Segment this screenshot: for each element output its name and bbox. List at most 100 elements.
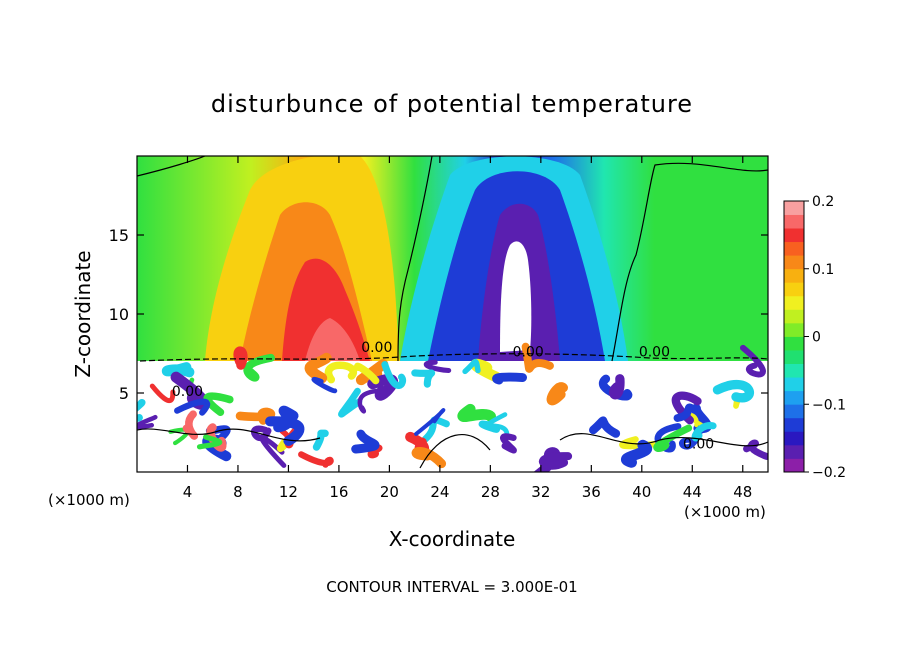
eddy <box>324 361 358 384</box>
y-axis: 5 10 15 <box>109 226 768 403</box>
colorbar-swatch <box>784 444 804 459</box>
y-tick-label: 15 <box>109 226 129 245</box>
eddy <box>196 434 223 450</box>
eddy <box>381 361 406 389</box>
x-tick-label: 32 <box>531 483 550 501</box>
colorbar-swatch <box>784 255 804 270</box>
eddy <box>673 403 699 422</box>
eddy <box>203 392 234 417</box>
zero-contour-right <box>611 162 768 362</box>
cold-plume-minimum <box>500 241 532 352</box>
x-tick-label: 40 <box>632 483 651 501</box>
eddy <box>367 444 383 459</box>
eddy <box>367 374 399 401</box>
eddy <box>411 447 447 469</box>
eddy <box>486 412 510 437</box>
colorbar-tick-label: −0.2 <box>812 465 846 481</box>
chart-title: disturbunce of potential temperature <box>211 90 693 118</box>
eddy <box>304 352 332 384</box>
x-tick-label: 48 <box>733 483 752 501</box>
eddy <box>298 451 334 468</box>
eddy <box>312 429 329 451</box>
contour-label: 0.00 <box>513 345 544 361</box>
eddy <box>492 372 527 385</box>
x-tick-label: 8 <box>233 483 243 501</box>
eddy <box>588 416 621 438</box>
eddy <box>653 424 693 452</box>
x-tick-label: 44 <box>683 483 702 501</box>
x-tick-label: 28 <box>481 483 500 501</box>
eddy <box>161 362 195 378</box>
eddy <box>687 412 704 428</box>
eddy <box>500 433 517 454</box>
zero-contour-left <box>137 156 206 177</box>
colorbar-swatch <box>784 390 804 405</box>
eddy <box>137 414 158 430</box>
zero-contour-interface <box>139 353 768 362</box>
contour-interval-label: CONTOUR INTERVAL = 3.000E-01 <box>326 578 577 596</box>
colorbar-swatch <box>784 363 804 378</box>
eddy <box>423 359 452 373</box>
eddy <box>411 369 436 388</box>
colorbar-swatch <box>784 309 804 324</box>
colorbar-swatch <box>784 336 804 351</box>
contour-label: 0.00 <box>683 436 714 452</box>
eddy <box>691 422 717 442</box>
eddy <box>351 429 380 454</box>
eddy <box>609 374 625 400</box>
colorbar-swatch <box>784 350 804 364</box>
eddy <box>174 398 211 416</box>
eddy <box>462 359 481 375</box>
zero-contour-lower <box>137 428 768 469</box>
y-axis-label: Z-coordinate <box>71 250 95 377</box>
x-tick-label: 24 <box>430 483 449 501</box>
colorbar-swatch <box>784 322 804 337</box>
colorbar-tick-label: 0 <box>812 330 821 346</box>
colorbar-swatch <box>784 282 804 297</box>
warm-plume-peak <box>305 318 360 361</box>
eddy <box>712 379 754 403</box>
x-tick-label: 12 <box>279 483 298 501</box>
x-unit-right: (×1000 m) <box>684 503 766 521</box>
eddy <box>739 344 766 378</box>
eddy <box>546 382 569 406</box>
colorbar-swatch <box>784 268 804 283</box>
eddy <box>311 377 338 394</box>
colorbar-swatch <box>784 228 804 243</box>
x-tick-label: 20 <box>380 483 399 501</box>
x-tick-label: 36 <box>582 483 601 501</box>
colorbar-swatch <box>784 214 804 229</box>
colorbar-swatch <box>784 431 804 446</box>
colorbar-swatch <box>784 295 804 310</box>
contour-label: 0.00 <box>172 384 203 400</box>
x-axis: 4 8 12 16 20 24 28 32 36 40 44 48 <box>183 156 752 501</box>
x-unit-left: (×1000 m) <box>48 491 130 509</box>
eddy <box>235 407 276 425</box>
colorbar-swatch <box>784 458 804 473</box>
colorbar: 0.2 0.1 0 −0.1 −0.2 <box>783 194 846 481</box>
eddy <box>149 383 176 404</box>
y-tick-label: 10 <box>109 305 129 324</box>
eddy <box>137 399 146 423</box>
eddy <box>353 362 380 385</box>
eddy <box>243 353 275 382</box>
eddy <box>182 410 198 440</box>
eddy <box>168 427 190 445</box>
colorbar-tick-label: −0.1 <box>812 397 846 413</box>
colorbar-swatch <box>784 404 804 419</box>
contour-lines <box>137 156 768 469</box>
heatmap-field <box>137 156 768 472</box>
eddy <box>357 388 388 414</box>
contour-label: 0.00 <box>639 345 670 361</box>
eddy <box>539 452 573 470</box>
x-axis-label: X-coordinate <box>389 527 516 551</box>
y-tick-label: 5 <box>119 384 129 403</box>
eddy <box>414 408 446 436</box>
colorbar-swatch <box>784 417 804 432</box>
colorbar-swatch <box>784 241 804 256</box>
eddy <box>521 342 554 373</box>
colorbar-swatch <box>784 377 804 392</box>
eddy <box>233 346 248 370</box>
contour-label: 0.00 <box>361 340 392 356</box>
